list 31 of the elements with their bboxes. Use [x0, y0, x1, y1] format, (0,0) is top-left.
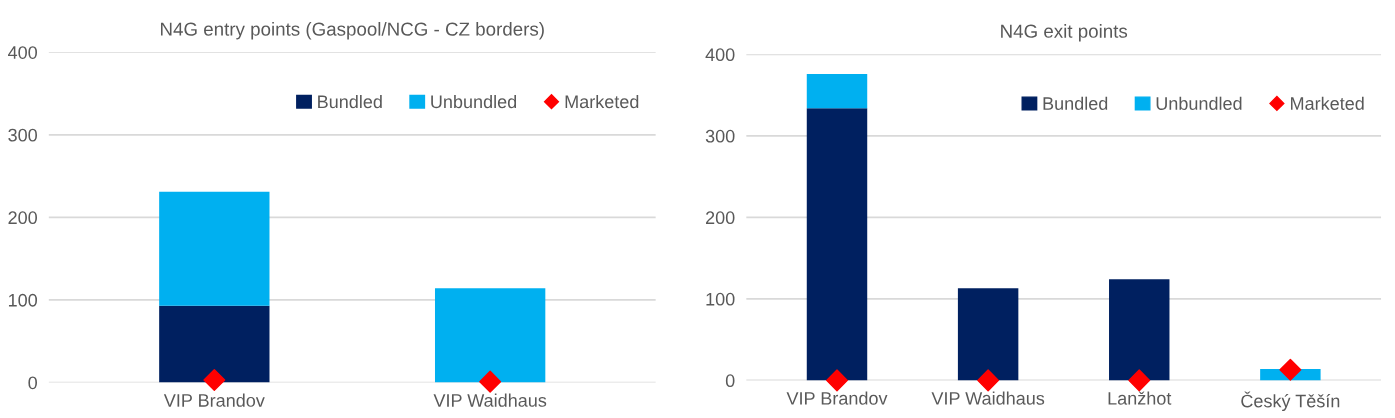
- legend-label: Unbundled: [1156, 96, 1242, 110]
- bar: [159, 305, 270, 383]
- y-tick-label: 400: [705, 48, 735, 62]
- x-tick-label: Lanžhot: [1108, 391, 1172, 405]
- bar: [159, 191, 270, 306]
- y-tick-label: 100: [706, 292, 735, 306]
- legend-label: Bundled: [318, 94, 382, 109]
- bar: [957, 288, 1019, 381]
- chart-title: N4G entry points (Gaspool/NCG - CZ borders): [161, 22, 544, 40]
- bar: [806, 108, 868, 381]
- x-tick-label: VIP Brandov: [786, 391, 888, 405]
- chart-title: N4G exit points: [1001, 24, 1128, 42]
- x-tick-label: VIP Waidhaus: [931, 391, 1045, 405]
- legend-label: Marketed: [1291, 96, 1364, 110]
- legend-label: Unbundled: [431, 94, 517, 109]
- y-tick-label: 100: [8, 293, 38, 307]
- legend-label: Marketed: [565, 94, 639, 109]
- bar: [1109, 279, 1170, 381]
- legend-label: Bundled: [1043, 96, 1108, 110]
- bar: [434, 288, 546, 383]
- y-tick-label: 300: [8, 128, 38, 142]
- x-tick-label: Český Těšín: [1241, 391, 1340, 412]
- y-tick-label: 0: [28, 376, 38, 390]
- y-tick-label: 200: [706, 211, 735, 225]
- y-tick-label: 400: [8, 46, 38, 59]
- bar: [806, 73, 868, 109]
- y-tick-label: 200: [8, 211, 38, 225]
- x-tick-label: VIP Brandov: [163, 393, 265, 407]
- y-tick-label: 0: [725, 374, 735, 388]
- y-tick-label: 300: [705, 129, 735, 143]
- x-tick-label: VIP Waidhaus: [433, 393, 547, 407]
